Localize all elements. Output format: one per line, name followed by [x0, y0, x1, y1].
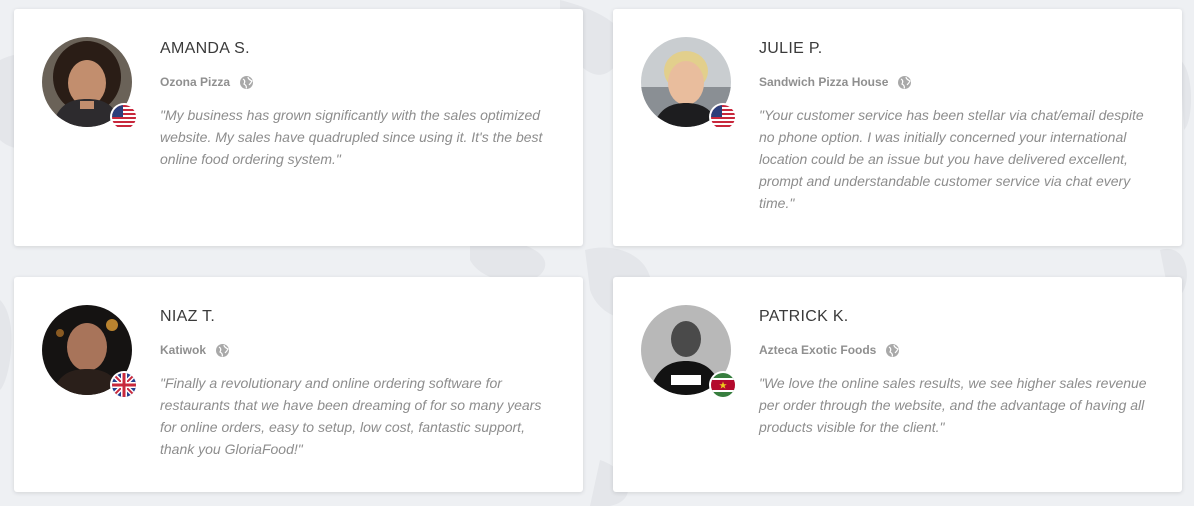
- testimonial-card: NIAZ T. Katiwok "Finally a revolutionary…: [14, 277, 583, 492]
- testimonial-quote: "We love the online sales results, we se…: [759, 375, 1147, 435]
- us-flag-icon: [711, 105, 735, 129]
- globe-icon[interactable]: [240, 75, 254, 89]
- customer-name: PATRICK K.: [759, 308, 849, 325]
- testimonial-quote: "Finally a revolutionary and online orde…: [160, 375, 542, 457]
- us-flag-icon: [112, 105, 136, 129]
- uk-flag-icon: [112, 373, 136, 397]
- globe-icon[interactable]: [886, 343, 900, 357]
- business-link[interactable]: Azteca Exotic Foods: [759, 343, 877, 357]
- avatar: [42, 305, 136, 397]
- globe-icon[interactable]: [216, 343, 230, 357]
- globe-icon[interactable]: [898, 75, 912, 89]
- business-link[interactable]: Ozona Pizza: [160, 75, 231, 89]
- customer-name: JULIE P.: [759, 40, 823, 57]
- suriname-flag-icon: [711, 373, 735, 397]
- avatar: [641, 305, 735, 397]
- testimonial-quote: "My business has grown significantly wit…: [160, 107, 543, 167]
- testimonial-card: JULIE P. Sandwich Pizza House "Your cust…: [613, 9, 1182, 246]
- customer-name: NIAZ T.: [160, 308, 216, 325]
- business-link[interactable]: Katiwok: [160, 343, 207, 357]
- business-link[interactable]: Sandwich Pizza House: [759, 75, 889, 89]
- testimonial-quote: "Your customer service has been stellar …: [759, 107, 1144, 211]
- testimonial-card: PATRICK K. Azteca Exotic Foods "We love …: [613, 277, 1182, 492]
- avatar: [641, 37, 735, 129]
- avatar: [42, 37, 136, 129]
- customer-name: AMANDA S.: [160, 40, 250, 57]
- testimonial-card: AMANDA S. Ozona Pizza "My business has g…: [14, 9, 583, 246]
